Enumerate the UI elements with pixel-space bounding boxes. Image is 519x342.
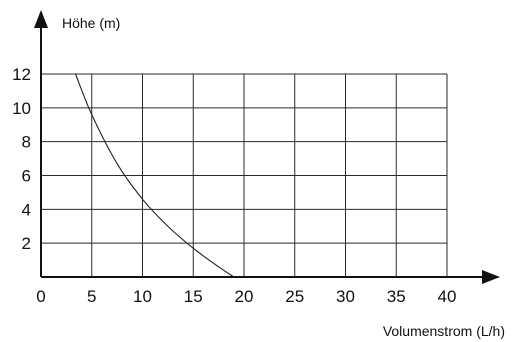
y-tick-label: 4 (22, 200, 31, 219)
y-tick-label: 2 (22, 234, 31, 253)
axes (34, 10, 500, 284)
x-tick-label: 25 (285, 287, 304, 306)
x-tick-label: 10 (133, 287, 152, 306)
tick-labels: 0 5 10 15 20 25 30 35 40 2 4 6 8 10 12 (12, 65, 456, 306)
x-tick-label: 5 (87, 287, 96, 306)
series-line (74, 73, 235, 278)
series-group (74, 73, 235, 278)
x-axis-title: Volumenstrom (L/h) (383, 323, 505, 339)
y-tick-label: 8 (22, 133, 31, 152)
grid (41, 73, 448, 277)
y-tick-label: 10 (12, 99, 31, 118)
y-axis-title: Höhe (m) (62, 15, 120, 31)
x-axis-arrow (482, 270, 500, 284)
y-axis-arrow (34, 10, 48, 28)
x-tick-label: 30 (336, 287, 355, 306)
x-tick-label: 0 (36, 287, 45, 306)
y-tick-label: 6 (22, 167, 31, 186)
x-tick-label: 20 (235, 287, 254, 306)
x-tick-label: 15 (184, 287, 203, 306)
x-tick-label: 40 (438, 287, 457, 306)
y-tick-label: 12 (12, 65, 31, 84)
x-tick-label: 35 (387, 287, 406, 306)
